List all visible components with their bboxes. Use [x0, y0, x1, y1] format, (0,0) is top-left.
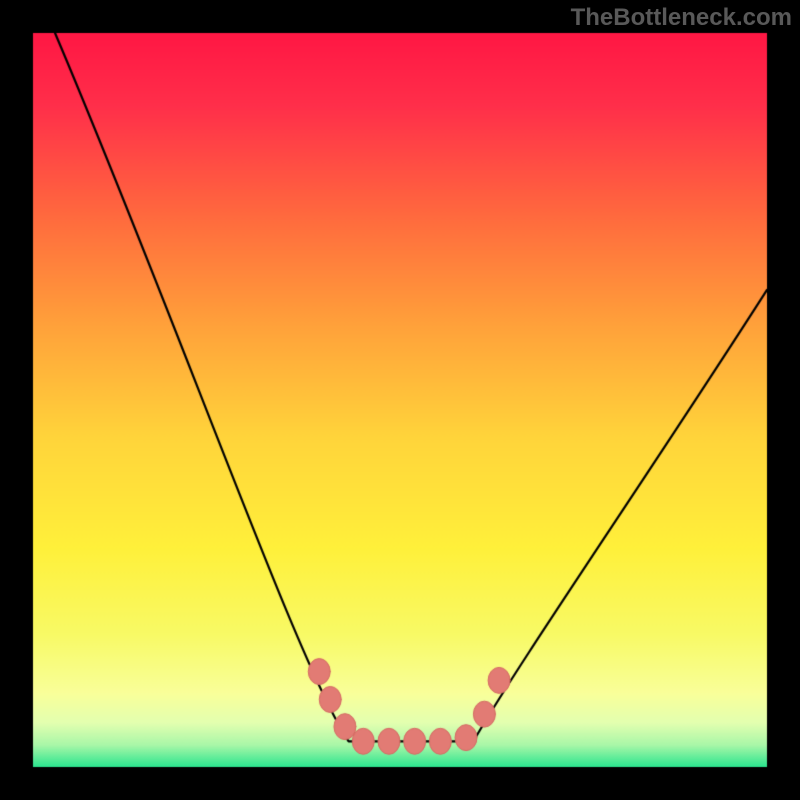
bottleneck-chart	[0, 0, 800, 800]
chart-stage: TheBottleneck.com	[0, 0, 800, 800]
